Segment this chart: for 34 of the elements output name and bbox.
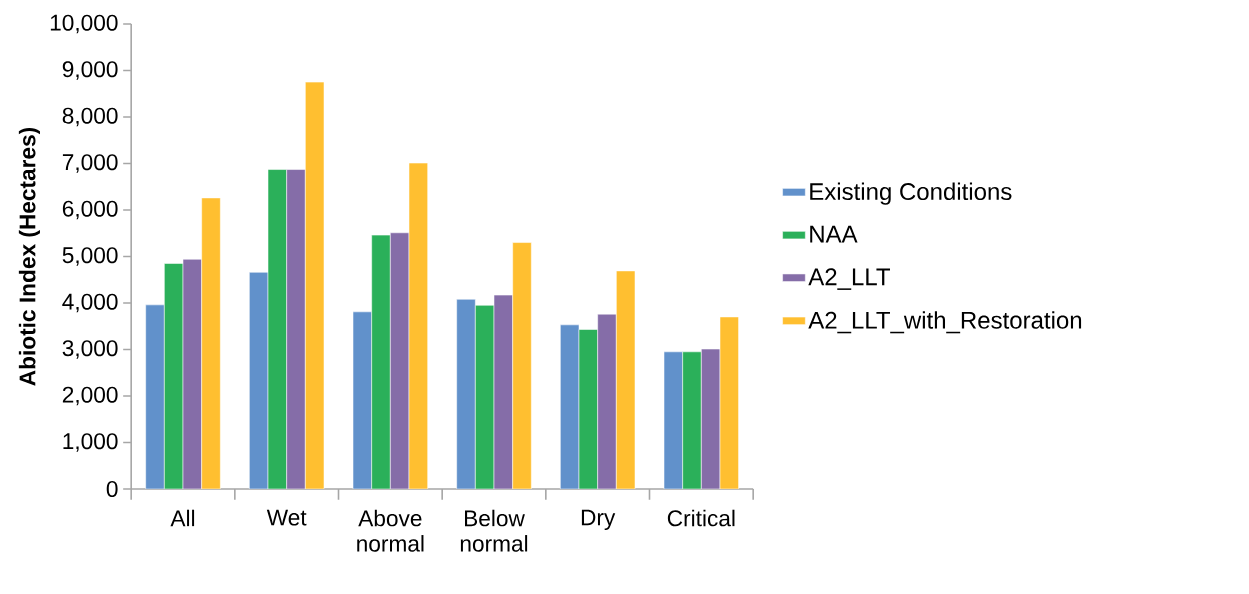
x-tick-label: Critical [667,509,735,527]
y-tick-label: 0 [106,480,118,498]
y-tick-label: 10,000 [50,14,118,34]
y-tick-label: 3,000 [62,340,118,359]
x-tick-label: Wet [266,509,307,526]
y-axis-title: Abiotic Index (Hectares) [18,127,40,386]
bar [305,81,325,489]
y-tick-label: 5,000 [62,247,118,266]
bar [493,294,513,489]
y-tick-label: 6,000 [62,200,118,220]
x-tick-label: Dry [581,509,616,531]
x-tick-label: All [170,509,195,527]
bar [701,348,721,489]
y-tick-label: 9,000 [62,61,118,80]
y-tick-label: 8,000 [62,107,118,127]
bar [616,270,636,489]
legend-label: Existing Conditions [810,182,1012,205]
y-tick-label: 4,000 [62,293,118,313]
bar [597,313,617,489]
bar [512,242,532,489]
bar [719,316,739,489]
legend-label: A2_LLT [808,268,890,290]
x-tick-label: Below normal [460,509,528,552]
y-tick-label: 7,000 [62,154,118,173]
bar [408,162,428,489]
y-tick-label: 2,000 [62,386,118,406]
legend-label: NAA [810,225,858,243]
y-tick-label: 1,000 [63,433,118,452]
x-tick-label: Above normal [357,509,424,552]
bar [182,259,202,489]
bar [390,232,410,489]
bar [201,197,221,489]
bar [286,169,306,489]
legend-label: A2_LLT_with_Restoration [808,311,1082,334]
